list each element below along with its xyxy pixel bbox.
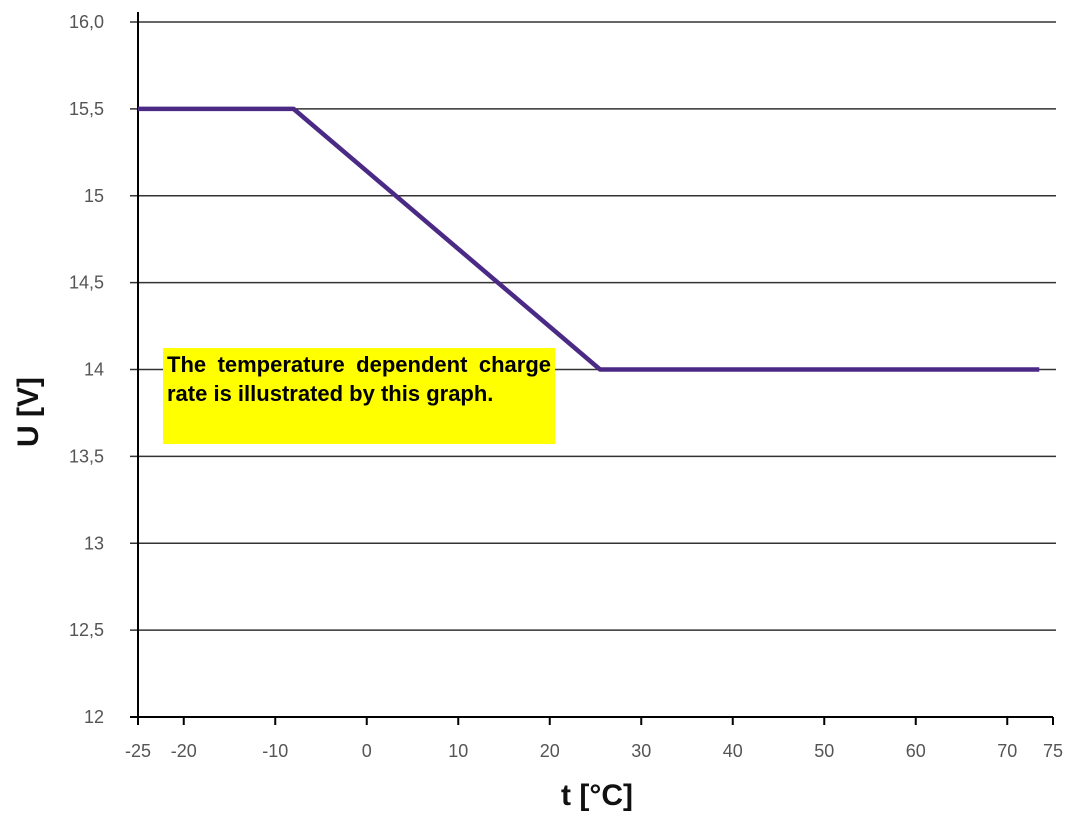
x-tick-label: 40 <box>723 741 743 761</box>
x-tick-label: 60 <box>906 741 926 761</box>
y-tick-label: 14,5 <box>69 273 104 293</box>
y-tick-label: 12 <box>84 707 104 727</box>
x-tick-label: 70 <box>997 741 1017 761</box>
x-tick-label: -20 <box>171 741 197 761</box>
y-tick-label: 13,5 <box>69 446 104 466</box>
x-tick-label: 0 <box>362 741 372 761</box>
y-tick-label: 13 <box>84 533 104 553</box>
x-tick-label: 30 <box>631 741 651 761</box>
y-tick-label: 15,5 <box>69 99 104 119</box>
y-tick-label: 12,5 <box>69 620 104 640</box>
y-tick-label: 16,0 <box>69 12 104 32</box>
y-axis-label: U [V] <box>12 377 45 447</box>
x-tick-label: -10 <box>262 741 288 761</box>
y-tick-label: 14 <box>84 360 104 380</box>
x-tick-label: 10 <box>448 741 468 761</box>
x-axis-label: t [°C] <box>561 779 633 812</box>
x-tick-label: 50 <box>814 741 834 761</box>
x-tick-label: 20 <box>540 741 560 761</box>
x-tick-label: 75 <box>1043 741 1063 761</box>
annotation-box: The temperature dependent charge rate is… <box>163 348 555 444</box>
series-line <box>138 106 1040 372</box>
x-tick-label: -25 <box>125 741 151 761</box>
y-tick-label: 15 <box>84 186 104 206</box>
